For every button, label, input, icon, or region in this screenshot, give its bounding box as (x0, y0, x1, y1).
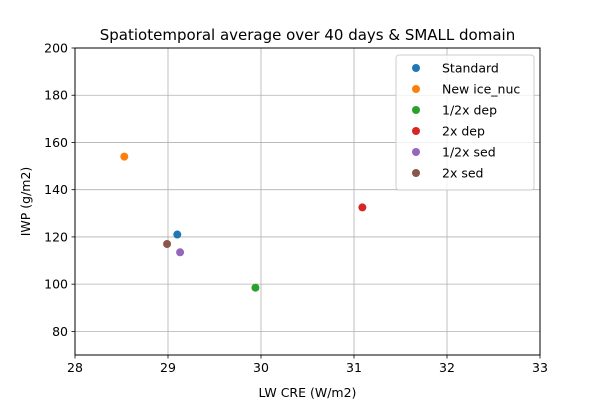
y-tick-label: 180 (44, 88, 68, 103)
plot-frame (74, 47, 541, 356)
legend-label: 2x sed (442, 166, 483, 181)
x-tick-label: 31 (346, 360, 362, 375)
legend-label: New ice_nuc (442, 82, 520, 97)
legend-marker (412, 85, 420, 93)
y-tick-label: 160 (44, 135, 68, 150)
chart-title: Spatiotemporal average over 40 days & SM… (100, 26, 515, 44)
x-tick-label: 30 (253, 360, 269, 375)
data-point (358, 203, 367, 212)
data-points (120, 152, 367, 292)
y-tick-label: 140 (44, 182, 68, 197)
data-point (120, 152, 129, 161)
axis-ticks: 28 29 30 31 32 33 80 100 120 140 160 180 200 (44, 41, 548, 376)
x-tick-label: 29 (160, 360, 176, 375)
legend: Standard New ice_nuc 1/2x dep 2x dep 1/2x se… (395, 54, 535, 191)
legend-label: 1/2x sed (442, 145, 496, 160)
y-axis-label: IWP (g/m2) (18, 167, 33, 237)
x-tick-label: 28 (67, 360, 83, 375)
legend-marker (412, 127, 420, 135)
data-point (251, 283, 260, 292)
legend-label: 1/2x dep (442, 103, 497, 118)
legend-label: Standard (442, 61, 499, 76)
x-tick-label: 32 (439, 360, 455, 375)
data-point (176, 248, 185, 257)
x-tick-label: 33 (532, 360, 548, 375)
data-point (173, 230, 182, 239)
legend-marker (412, 106, 420, 114)
legend-marker (412, 64, 420, 72)
y-tick-label: 80 (52, 324, 68, 339)
legend-marker (412, 169, 420, 177)
y-tick-label: 120 (44, 229, 68, 244)
legend-marker (412, 148, 420, 156)
legend-box (395, 54, 535, 191)
legend-label: 2x dep (442, 124, 485, 139)
data-point (163, 240, 172, 249)
y-tick-label: 200 (44, 41, 68, 56)
y-tick-label: 100 (44, 277, 68, 292)
x-axis-label: LW CRE (W/m2) (259, 385, 357, 400)
